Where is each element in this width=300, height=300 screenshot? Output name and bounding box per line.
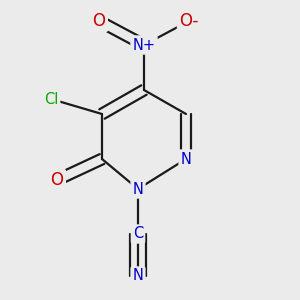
Text: C: C [133,226,143,242]
Text: O-: O- [179,12,199,30]
Text: N: N [133,268,143,284]
Text: N+: N+ [133,38,155,52]
Text: O: O [92,12,106,30]
Text: Cl: Cl [44,92,58,106]
Text: N: N [181,152,191,166]
Text: N: N [133,182,143,196]
Text: O: O [50,171,64,189]
